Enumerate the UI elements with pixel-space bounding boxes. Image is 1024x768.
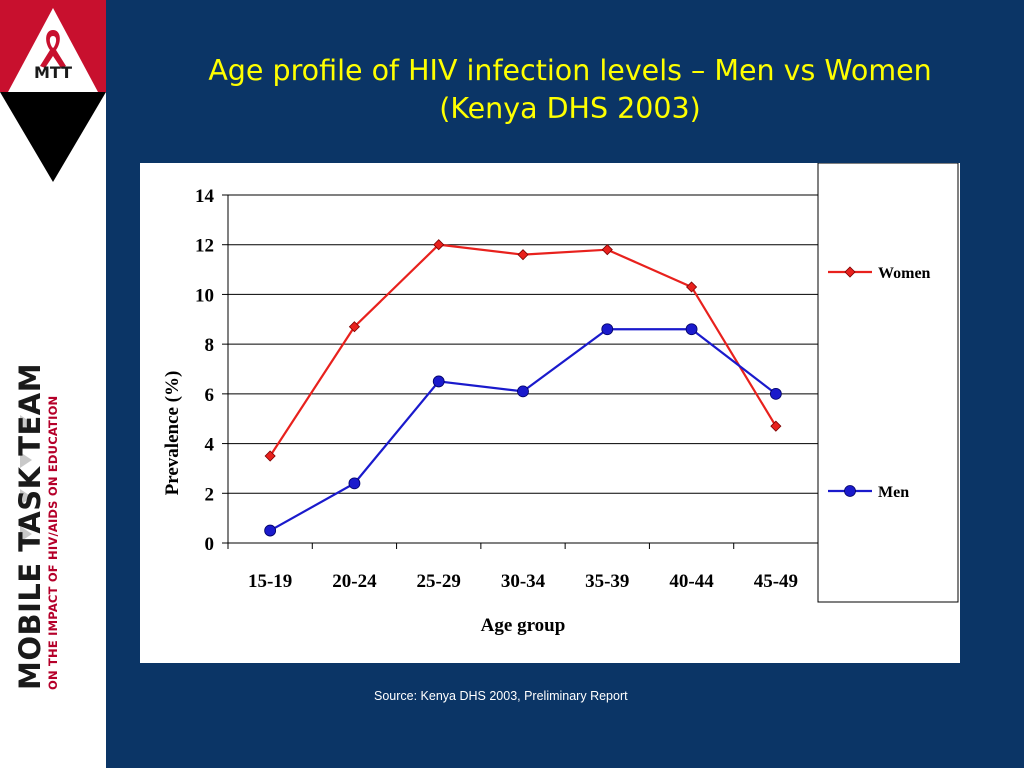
data-point-women (517, 249, 529, 261)
data-point-men (601, 323, 614, 336)
data-point-men (517, 385, 529, 398)
series-men (264, 323, 782, 537)
data-point-women (686, 281, 698, 293)
y-tick-label: 14 (195, 186, 215, 207)
y-tick-label: 0 (205, 534, 215, 555)
brand-main: MOBILE TASK TEAM (13, 362, 47, 690)
data-point-men (432, 375, 445, 388)
data-point-women (348, 321, 360, 333)
x-tick-labels: 15-19 20-24 25-29 30-34 35-39 40-44 45-49 (248, 571, 798, 592)
red-ribbon-icon (40, 30, 66, 68)
y-tick-label: 6 (205, 385, 215, 406)
x-tick-label: 30-34 (501, 571, 546, 592)
data-point-women (264, 450, 276, 462)
legend-marker-men (844, 485, 856, 497)
x-tick-label: 15-19 (248, 571, 292, 592)
data-point-men (769, 387, 782, 400)
sidebar: MTT MOBILE TASK TEAM ON THE IMPACT OF HI… (0, 0, 106, 768)
y-tick-label: 10 (195, 285, 214, 306)
mtt-logo: MTT (0, 0, 106, 182)
x-tick-label: 45-49 (754, 571, 798, 592)
y-tick-label: 4 (205, 435, 215, 456)
gridlines (228, 194, 818, 494)
title-line-2: (Kenya DHS 2003) (439, 92, 701, 125)
y-tick-label: 12 (195, 236, 214, 257)
arrow-bullet-icon (20, 526, 32, 542)
data-point-women (601, 244, 613, 256)
series-women (264, 239, 782, 462)
legend-marker-women (844, 266, 856, 278)
x-tick-label: 35-39 (585, 571, 629, 592)
legend: Women Men (817, 163, 959, 603)
data-point-men (685, 323, 698, 336)
series-group (264, 239, 782, 537)
data-point-men (348, 477, 361, 490)
brand-vertical-text: MOBILE TASK TEAM ON THE IMPACT OF HIV/AI… (13, 362, 60, 690)
y-axis-label: Prevalence (%) (162, 371, 183, 496)
legend-label-men: Men (878, 484, 909, 501)
line-chart: 0 2 4 6 8 10 12 14 15-19 20-24 25-29 30-34 35-39 40-… (140, 163, 960, 663)
data-point-women (770, 420, 782, 432)
legend-box (817, 163, 959, 603)
title-line-1: Age profile of HIV infection levels – Me… (208, 54, 932, 87)
source-note: Source: Kenya DHS 2003, Preliminary Repo… (374, 689, 628, 703)
data-point-men (264, 524, 277, 537)
y-tick-label: 2 (205, 484, 215, 505)
x-tick-label: 20-24 (332, 571, 377, 592)
axes (222, 194, 819, 549)
slide-title: Age profile of HIV infection levels – Me… (120, 52, 1020, 128)
x-axis-label: Age group (481, 615, 566, 636)
brand-sub: ON THE IMPACT OF HIV/AIDS ON EDUCATION (46, 395, 60, 690)
arrow-bullets (20, 415, 38, 563)
arrow-bullet-icon (20, 415, 32, 431)
y-tick-labels: 0 2 4 6 8 10 12 14 (195, 186, 215, 555)
arrow-bullet-icon (20, 452, 32, 468)
legend-label-women: Women (878, 265, 931, 282)
logo-letters: MTT (34, 63, 72, 82)
data-point-women (433, 239, 445, 251)
y-tick-label: 8 (205, 335, 215, 356)
logo-black-triangle (0, 92, 106, 182)
arrow-bullet-icon (20, 489, 32, 505)
x-tick-label: 40-44 (669, 571, 714, 592)
x-tick-label: 25-29 (417, 571, 461, 592)
